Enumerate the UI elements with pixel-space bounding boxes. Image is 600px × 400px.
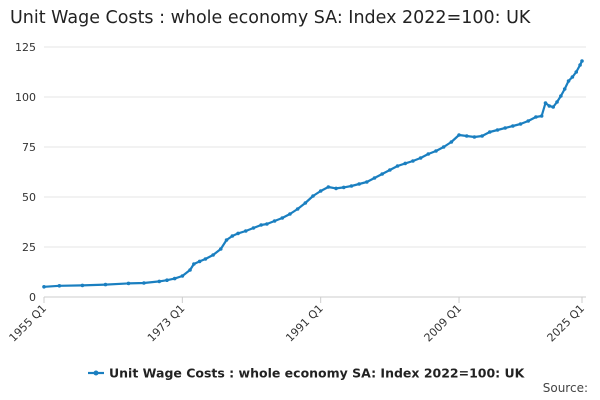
source-label: Source: — [542, 381, 588, 395]
chart-title: Unit Wage Costs : whole economy SA: Inde… — [10, 8, 531, 28]
data-point — [142, 281, 146, 285]
legend-label[interactable]: Unit Wage Costs : whole economy SA: Inde… — [109, 366, 526, 381]
data-point — [555, 100, 559, 104]
data-point — [403, 161, 408, 166]
data-point — [157, 279, 162, 284]
data-point — [434, 149, 438, 153]
data-point — [42, 285, 46, 289]
data-point — [57, 284, 62, 288]
data-point — [562, 87, 567, 91]
y-tick-label: 100 — [15, 91, 36, 104]
data-point — [464, 134, 469, 138]
data-point — [218, 247, 223, 251]
data-point — [411, 159, 415, 163]
data-point — [80, 283, 85, 288]
data-point — [518, 122, 523, 126]
data-point — [251, 226, 256, 230]
data-point — [224, 238, 229, 242]
data-point — [372, 176, 377, 180]
x-tick-label: 1973 Q1 — [145, 302, 188, 345]
data-point — [449, 140, 454, 144]
data-point — [357, 182, 361, 186]
data-point — [126, 281, 131, 286]
data-point — [303, 201, 308, 205]
data-point — [188, 268, 192, 272]
y-tick-label: 25 — [22, 241, 36, 254]
data-point — [551, 105, 555, 109]
data-point — [574, 70, 579, 74]
data-point — [211, 253, 215, 257]
data-point — [326, 185, 331, 189]
data-point — [578, 63, 582, 67]
data-point — [243, 229, 248, 233]
data-point — [288, 212, 292, 216]
data-point — [526, 119, 530, 123]
data-point — [203, 257, 208, 261]
data-point — [165, 278, 169, 283]
data-point — [441, 145, 446, 149]
data-point — [172, 276, 177, 281]
data-point — [495, 128, 500, 132]
data-point — [192, 262, 196, 266]
data-point — [341, 185, 346, 190]
data-point — [265, 222, 269, 226]
y-tick-label: 50 — [22, 191, 36, 204]
data-point — [180, 274, 185, 278]
data-point — [365, 180, 369, 184]
data-point — [559, 94, 563, 98]
data-point — [318, 189, 323, 193]
data-point — [272, 219, 277, 223]
data-point — [236, 231, 240, 236]
series-layer — [42, 59, 584, 289]
data-point — [534, 115, 538, 119]
data-point — [418, 156, 423, 160]
data-point — [349, 184, 354, 188]
x-tick-label: 1991 Q1 — [283, 302, 326, 345]
y-tick-label: 75 — [22, 141, 36, 154]
data-point — [311, 194, 315, 198]
x-tick-label: 2025 Q1 — [545, 302, 588, 345]
data-point — [503, 126, 507, 130]
data-point — [547, 104, 552, 108]
legend[interactable]: Unit Wage Costs : whole economy SA: Inde… — [88, 366, 526, 381]
data-point — [103, 282, 108, 287]
data-point — [388, 168, 392, 172]
x-tick-label: 1955 Q1 — [7, 302, 50, 345]
data-point — [566, 79, 571, 83]
data-point — [230, 234, 235, 238]
axes: 0 25 50 75 100 125 1955 Q1 1973 Q1 1991 Q1 2009 Q… — [7, 41, 588, 344]
series-line — [43, 60, 583, 288]
data-point — [539, 114, 544, 118]
data-point — [334, 186, 338, 191]
y-tick-label: 125 — [15, 41, 36, 54]
data-point — [570, 75, 575, 79]
data-point — [543, 101, 548, 105]
data-point — [295, 207, 300, 211]
y-tick-label: 0 — [29, 291, 36, 304]
data-point — [197, 259, 202, 264]
data-point — [511, 124, 515, 128]
legend-symbol-marker — [93, 370, 99, 376]
data-point — [457, 133, 461, 137]
data-point — [280, 216, 285, 220]
data-point — [380, 172, 384, 176]
data-point — [426, 152, 431, 156]
data-point — [472, 135, 477, 139]
data-point — [580, 59, 584, 63]
data-point — [480, 134, 484, 138]
data-point — [487, 130, 492, 134]
data-point — [259, 223, 263, 227]
x-tick-label: 2009 Q1 — [422, 302, 465, 345]
data-point — [395, 164, 400, 168]
gridlines — [44, 46, 586, 248]
